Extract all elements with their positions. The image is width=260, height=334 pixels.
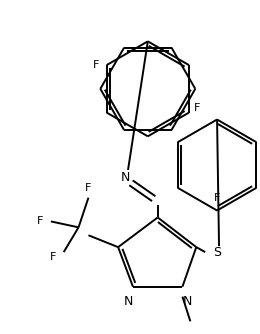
Text: F: F	[37, 216, 43, 226]
Text: N: N	[183, 295, 192, 308]
Text: N: N	[120, 171, 130, 184]
Text: F: F	[194, 103, 200, 113]
Text: F: F	[92, 60, 99, 70]
Text: F: F	[214, 193, 220, 203]
Text: F: F	[85, 183, 92, 193]
Text: N: N	[123, 295, 133, 308]
Text: S: S	[213, 245, 221, 259]
Text: F: F	[49, 252, 56, 262]
